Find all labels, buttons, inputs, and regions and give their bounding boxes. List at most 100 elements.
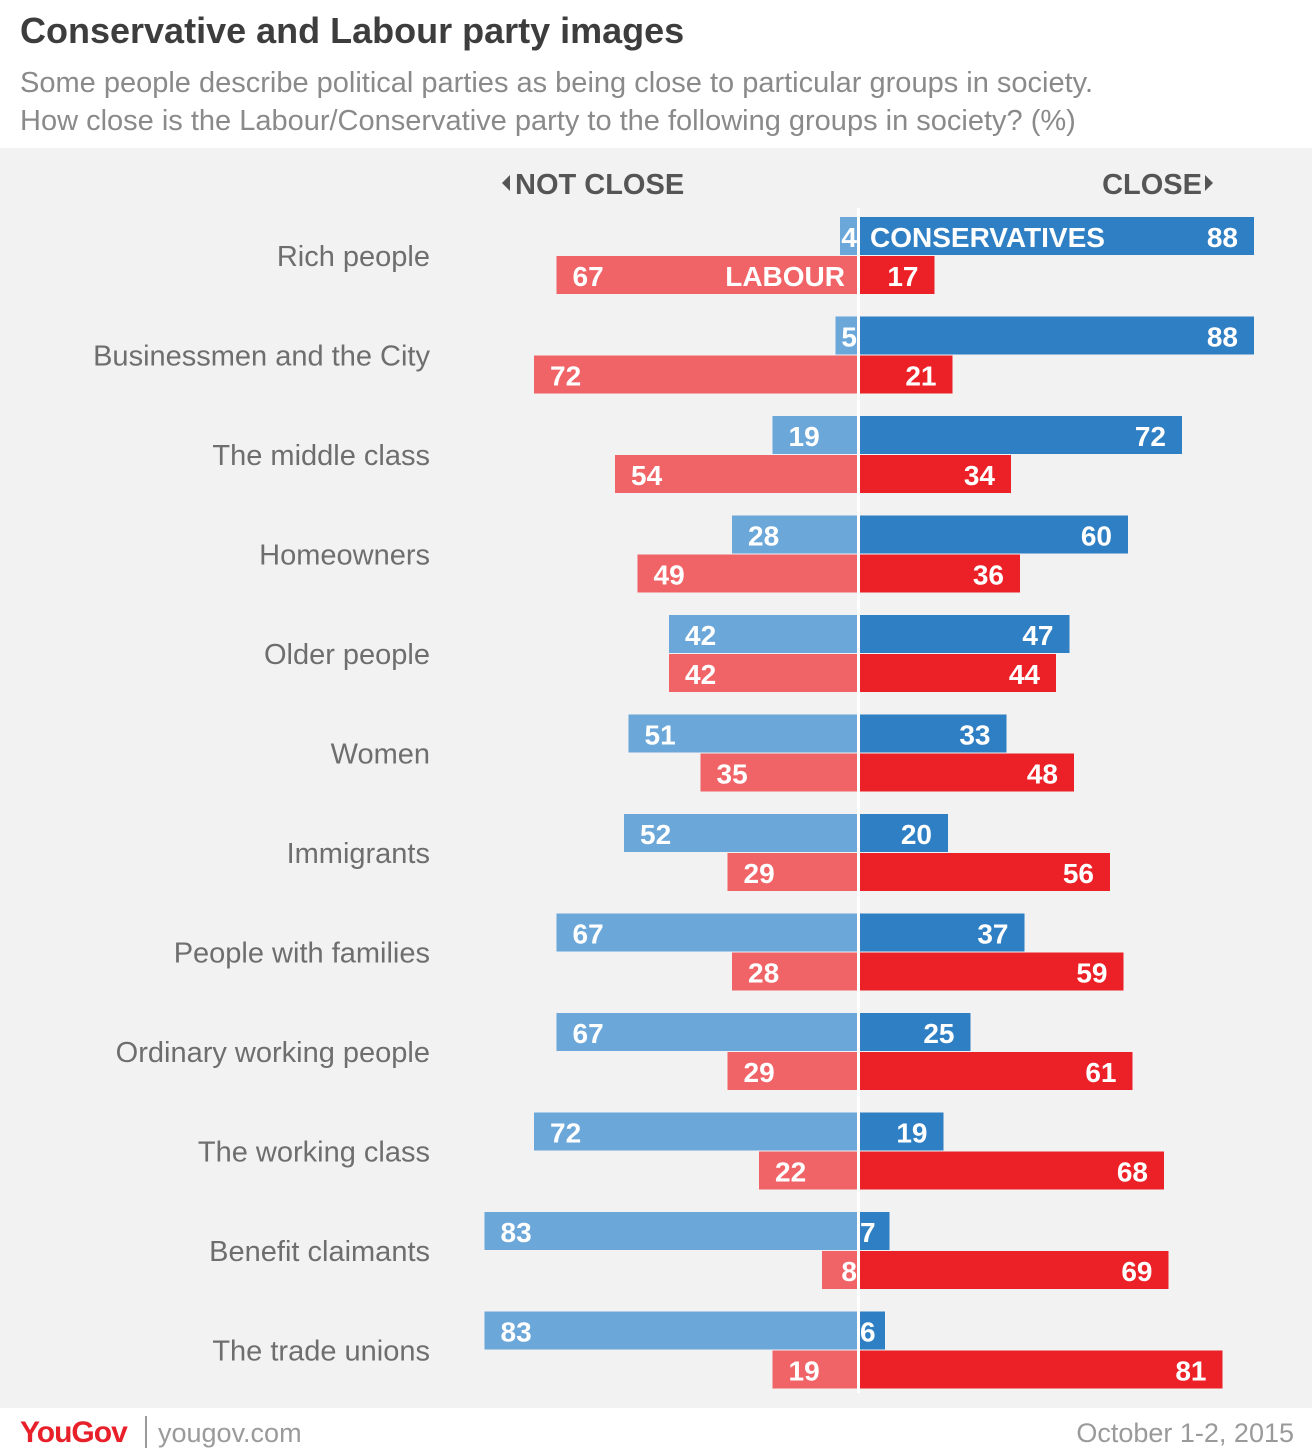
source-site: yougov.com xyxy=(158,1418,302,1448)
bar-lab-close-immigrants xyxy=(858,853,1110,891)
bar-con-not-close-benefit-claimants xyxy=(484,1212,858,1250)
bar-con-close-businessmen-and-the-city xyxy=(858,316,1254,355)
value-label-lab-close-the-middle-class: 34 xyxy=(964,460,996,491)
bar-con-not-close-homeowners xyxy=(732,515,858,554)
bar-con-not-close-people-with-families xyxy=(556,913,858,952)
series-label-labour: LABOUR xyxy=(725,261,845,292)
value-label-lab-close-the-trade-unions: 81 xyxy=(1175,1356,1206,1387)
bar-con-close-immigrants xyxy=(858,814,948,852)
bar-lab-close-the-working-class xyxy=(858,1151,1164,1190)
bar-con-close-the-middle-class xyxy=(858,416,1182,454)
bar-con-not-close-older-people xyxy=(669,615,858,653)
bar-lab-not-close-women xyxy=(700,753,858,792)
bar-lab-not-close-businessmen-and-the-city xyxy=(534,355,858,394)
bar-lab-not-close-benefit-claimants xyxy=(822,1251,858,1289)
not-close-arrow-icon xyxy=(502,175,510,191)
value-label-lab-not-close-homeowners: 49 xyxy=(654,560,685,591)
subtitle-line-1: Some people describe political parties a… xyxy=(20,67,1094,99)
value-label-con-close-rich-people: 88 xyxy=(1207,222,1238,253)
category-label-businessmen-and-the-city: Businessmen and the City xyxy=(93,341,430,373)
bar-lab-close-benefit-claimants xyxy=(858,1251,1169,1289)
value-label-con-not-close-people-with-families: 67 xyxy=(573,919,604,950)
fieldwork-date: October 1-2, 2015 xyxy=(1076,1418,1294,1448)
value-label-con-close-the-working-class: 19 xyxy=(896,1118,927,1149)
chart-footer: YouGov yougov.com October 1-2, 2015 xyxy=(0,1408,1312,1452)
bar-lab-not-close-ordinary-working-people xyxy=(727,1052,858,1090)
category-label-homeowners: Homeowners xyxy=(259,540,430,572)
bar-lab-close-the-trade-unions xyxy=(858,1350,1223,1389)
footer-divider xyxy=(145,1416,147,1448)
bar-lab-close-older-people xyxy=(858,654,1056,692)
bar-lab-not-close-immigrants xyxy=(727,853,858,891)
category-label-people-with-families: People with families xyxy=(174,938,430,970)
value-label-con-not-close-businessmen-and-the-city: 5 xyxy=(841,322,857,353)
bar-lab-close-ordinary-working-people xyxy=(858,1052,1133,1090)
chart-area: NOT CLOSE CLOSE Rich people 4 88 67 17 CONSERVA… xyxy=(0,148,1312,1408)
bar-lab-close-people-with-families xyxy=(858,952,1124,991)
category-label-the-trade-unions: The trade unions xyxy=(212,1336,430,1368)
bar-con-not-close-rich-people xyxy=(840,217,858,255)
bar-con-close-women xyxy=(858,714,1007,753)
value-label-lab-close-ordinary-working-people: 61 xyxy=(1085,1057,1116,1088)
zero-line xyxy=(857,208,860,1393)
value-label-con-not-close-ordinary-working-people: 67 xyxy=(573,1018,604,1049)
value-label-con-not-close-the-working-class: 72 xyxy=(550,1118,581,1149)
bar-con-close-rich-people xyxy=(858,217,1254,255)
bar-con-not-close-the-trade-unions xyxy=(484,1311,858,1350)
value-label-con-not-close-older-people: 42 xyxy=(685,620,716,651)
bar-con-not-close-immigrants xyxy=(624,814,858,852)
close-arrow-icon xyxy=(1205,175,1213,191)
value-label-con-not-close-women: 51 xyxy=(645,720,676,751)
bar-lab-not-close-the-working-class xyxy=(759,1151,858,1190)
chart-subtitle: Some people describe political parties a… xyxy=(20,64,1093,140)
category-label-immigrants: Immigrants xyxy=(287,838,430,870)
value-label-lab-not-close-older-people: 42 xyxy=(685,659,716,690)
bar-con-not-close-businessmen-and-the-city xyxy=(835,316,858,355)
value-label-con-close-homeowners: 60 xyxy=(1081,521,1112,552)
chart-title: Conservative and Labour party images xyxy=(20,10,685,51)
bar-con-not-close-ordinary-working-people xyxy=(556,1013,858,1051)
bar-lab-not-close-homeowners xyxy=(637,554,858,593)
value-label-lab-close-rich-people: 17 xyxy=(887,261,918,292)
value-label-lab-close-homeowners: 36 xyxy=(973,560,1004,591)
value-label-lab-close-women: 48 xyxy=(1027,759,1058,790)
value-label-con-not-close-homeowners: 28 xyxy=(748,521,779,552)
value-label-lab-not-close-the-middle-class: 54 xyxy=(631,460,663,491)
category-label-rich-people: Rich people xyxy=(277,241,430,273)
value-label-lab-not-close-businessmen-and-the-city: 72 xyxy=(550,361,581,392)
value-label-lab-not-close-rich-people: 67 xyxy=(573,261,604,292)
value-label-con-close-immigrants: 20 xyxy=(901,819,932,850)
bar-lab-not-close-the-trade-unions xyxy=(772,1350,858,1389)
yougov-logo: YouGov xyxy=(20,1416,128,1449)
category-label-benefit-claimants: Benefit claimants xyxy=(209,1236,430,1268)
value-label-con-not-close-the-trade-unions: 83 xyxy=(501,1317,532,1348)
bar-lab-close-homeowners xyxy=(858,554,1020,593)
category-label-the-working-class: The working class xyxy=(198,1137,430,1169)
value-label-con-close-benefit-claimants: 7 xyxy=(860,1217,876,1248)
bar-con-close-homeowners xyxy=(858,515,1128,554)
bar-con-close-people-with-families xyxy=(858,913,1025,952)
value-label-lab-close-people-with-families: 59 xyxy=(1076,958,1107,989)
bar-lab-close-women xyxy=(858,753,1074,792)
value-label-lab-not-close-women: 35 xyxy=(717,759,748,790)
value-label-con-close-older-people: 47 xyxy=(1022,620,1053,651)
value-label-lab-close-immigrants: 56 xyxy=(1063,858,1094,889)
subtitle-line-2: How close is the Labour/Conservative par… xyxy=(20,105,1076,137)
bar-lab-not-close-older-people xyxy=(669,654,858,692)
bar-lab-not-close-rich-people xyxy=(556,256,858,294)
axis-label-not-close: NOT CLOSE xyxy=(515,169,684,201)
value-label-lab-not-close-the-working-class: 22 xyxy=(775,1157,806,1188)
bar-con-close-the-trade-unions xyxy=(858,1311,885,1350)
bar-con-close-benefit-claimants xyxy=(858,1212,890,1250)
bar-con-not-close-the-working-class xyxy=(534,1112,858,1151)
axis-label-close: CLOSE xyxy=(1102,169,1202,201)
value-label-con-close-people-with-families: 37 xyxy=(977,919,1008,950)
value-label-lab-not-close-immigrants: 29 xyxy=(744,858,775,889)
bar-con-not-close-women xyxy=(628,714,858,753)
value-label-con-close-businessmen-and-the-city: 88 xyxy=(1207,322,1238,353)
value-label-lab-not-close-benefit-claimants: 8 xyxy=(841,1256,857,1287)
bar-lab-not-close-the-middle-class xyxy=(615,455,858,493)
bar-lab-not-close-people-with-families xyxy=(732,952,858,991)
bar-lab-close-rich-people xyxy=(858,256,935,294)
